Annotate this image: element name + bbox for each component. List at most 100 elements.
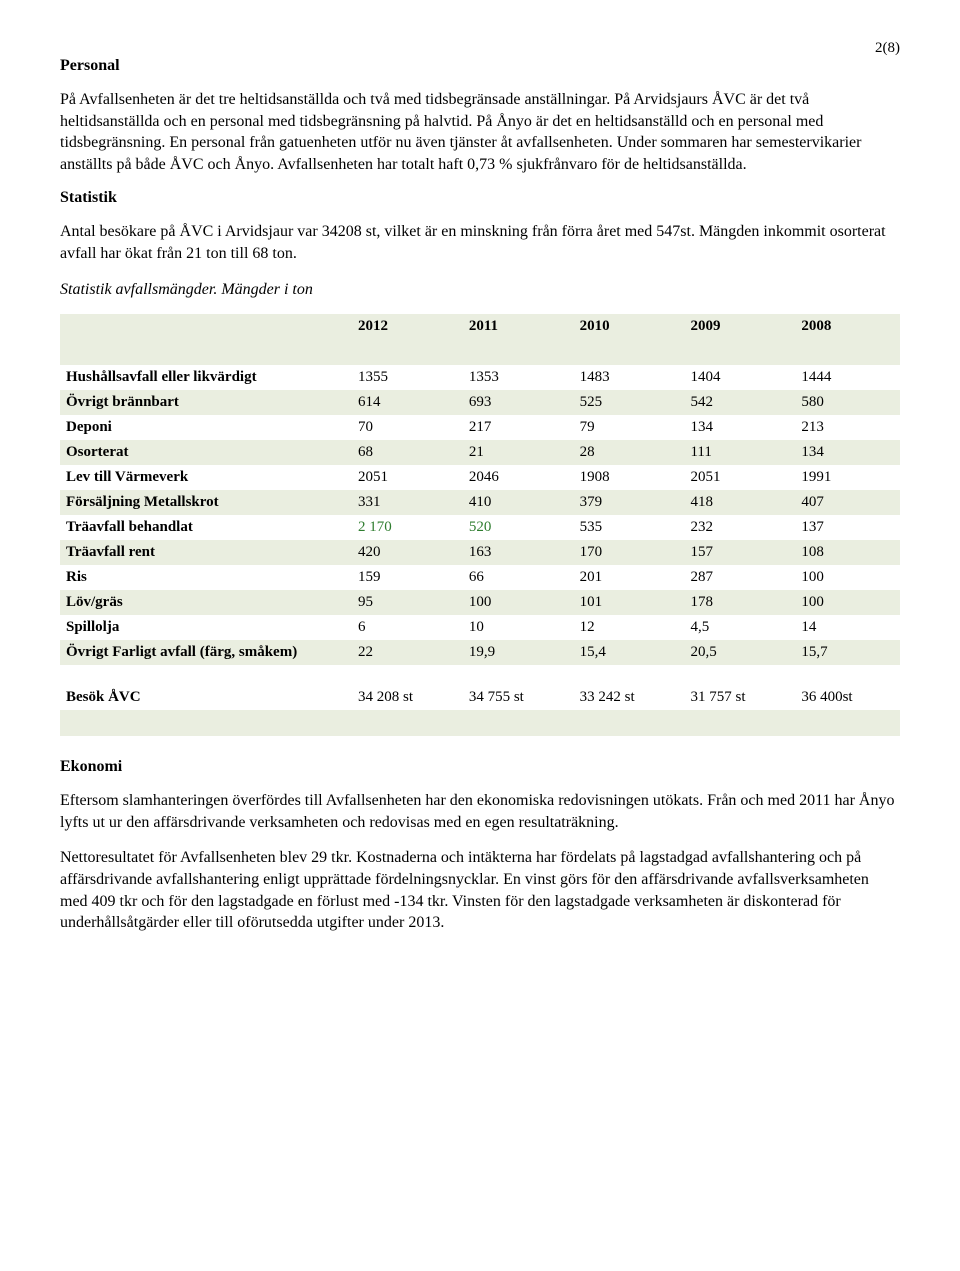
table-header-row: 2012 2011 2010 2009 2008 xyxy=(60,314,900,339)
table-spacer xyxy=(60,710,900,736)
table-cell: 100 xyxy=(795,565,900,590)
table-row: Lev till Värmeverk20512046190820511991 xyxy=(60,465,900,490)
footer-cell: 34 755 st xyxy=(463,685,574,710)
table-row: Försäljning Metallskrot331410379418407 xyxy=(60,490,900,515)
table-caption: Statistik avfallsmängder. Mängder i ton xyxy=(60,279,900,301)
table-cell: 137 xyxy=(795,515,900,540)
heading-statistik: Statistik xyxy=(60,189,900,207)
table-row: Osorterat682128111134 xyxy=(60,440,900,465)
table-row: Träavfall behandlat2 170520535232137 xyxy=(60,515,900,540)
table-cell: 20,5 xyxy=(684,640,795,665)
table-cell: 2051 xyxy=(684,465,795,490)
table-cell: 70 xyxy=(352,415,463,440)
table-cell: 79 xyxy=(574,415,685,440)
table-cell: 1404 xyxy=(684,365,795,390)
col-year: 2011 xyxy=(463,314,574,339)
table-row: Träavfall rent420163170157108 xyxy=(60,540,900,565)
table-cell: 1991 xyxy=(795,465,900,490)
row-label: Spillolja xyxy=(60,615,352,640)
table-cell: 232 xyxy=(684,515,795,540)
table-cell: 14 xyxy=(795,615,900,640)
table-cell: 418 xyxy=(684,490,795,515)
table-cell: 420 xyxy=(352,540,463,565)
table-row: Övrigt brännbart614693525542580 xyxy=(60,390,900,415)
table-cell: 580 xyxy=(795,390,900,415)
table-cell: 201 xyxy=(574,565,685,590)
row-label: Övrigt brännbart xyxy=(60,390,352,415)
table-cell: 95 xyxy=(352,590,463,615)
footer-label: Besök ÅVC xyxy=(60,685,352,710)
col-year: 2012 xyxy=(352,314,463,339)
table-row: Spillolja610124,514 xyxy=(60,615,900,640)
paragraph-ekonomi-2: Nettoresultatet för Avfallsenheten blev … xyxy=(60,847,900,933)
row-label: Löv/gräs xyxy=(60,590,352,615)
table-cell: 68 xyxy=(352,440,463,465)
table-cell: 12 xyxy=(574,615,685,640)
table-cell: 2051 xyxy=(352,465,463,490)
table-cell: 6 xyxy=(352,615,463,640)
table-cell: 134 xyxy=(795,440,900,465)
table-cell: 4,5 xyxy=(684,615,795,640)
table-cell: 410 xyxy=(463,490,574,515)
row-label: Försäljning Metallskrot xyxy=(60,490,352,515)
table-cell: 111 xyxy=(684,440,795,465)
table-cell: 22 xyxy=(352,640,463,665)
table-cell: 66 xyxy=(463,565,574,590)
table-footer-row: Besök ÅVC 34 208 st 34 755 st 33 242 st … xyxy=(60,685,900,710)
table-cell: 213 xyxy=(795,415,900,440)
table-cell: 535 xyxy=(574,515,685,540)
footer-cell: 36 400st xyxy=(795,685,900,710)
table-cell: 157 xyxy=(684,540,795,565)
table-cell: 108 xyxy=(795,540,900,565)
table-cell: 2046 xyxy=(463,465,574,490)
table-cell: 379 xyxy=(574,490,685,515)
table-cell: 10 xyxy=(463,615,574,640)
table-cell: 217 xyxy=(463,415,574,440)
table-cell: 693 xyxy=(463,390,574,415)
table-cell: 178 xyxy=(684,590,795,615)
table-cell: 614 xyxy=(352,390,463,415)
paragraph-statistik: Antal besökare på ÅVC i Arvidsjaur var 3… xyxy=(60,221,900,264)
heading-personal: Personal xyxy=(60,57,900,75)
table-cell: 287 xyxy=(684,565,795,590)
table-row: Deponi7021779134213 xyxy=(60,415,900,440)
table-cell: 331 xyxy=(352,490,463,515)
table-cell: 542 xyxy=(684,390,795,415)
table-cell: 15,7 xyxy=(795,640,900,665)
footer-cell: 31 757 st xyxy=(684,685,795,710)
table-cell: 100 xyxy=(463,590,574,615)
row-label: Ris xyxy=(60,565,352,590)
col-year: 2010 xyxy=(574,314,685,339)
table-cell: 407 xyxy=(795,490,900,515)
table-cell: 134 xyxy=(684,415,795,440)
table-cell: 15,4 xyxy=(574,640,685,665)
table-cell: 525 xyxy=(574,390,685,415)
table-cell: 28 xyxy=(574,440,685,465)
paragraph-personal: På Avfallsenheten är det tre heltidsanst… xyxy=(60,89,900,175)
table-cell: 101 xyxy=(574,590,685,615)
heading-ekonomi: Ekonomi xyxy=(60,758,900,776)
table-row: Hushållsavfall eller likvärdigt135513531… xyxy=(60,365,900,390)
table-cell: 170 xyxy=(574,540,685,565)
row-label: Osorterat xyxy=(60,440,352,465)
footer-cell: 34 208 st xyxy=(352,685,463,710)
table-cell: 19,9 xyxy=(463,640,574,665)
table-row: Ris15966201287100 xyxy=(60,565,900,590)
col-year: 2008 xyxy=(795,314,900,339)
table-cell: 21 xyxy=(463,440,574,465)
table-row: Löv/gräs95100101178100 xyxy=(60,590,900,615)
table-spacer-row xyxy=(60,665,900,685)
table-cell: 100 xyxy=(795,590,900,615)
table-cell: 1483 xyxy=(574,365,685,390)
table-row: Övrigt Farligt avfall (färg, småkem)2219… xyxy=(60,640,900,665)
table-cell: 1355 xyxy=(352,365,463,390)
row-label: Deponi xyxy=(60,415,352,440)
table-cell: 163 xyxy=(463,540,574,565)
row-label: Lev till Värmeverk xyxy=(60,465,352,490)
page-number: 2(8) xyxy=(60,40,900,57)
table-cell: 520 xyxy=(463,515,574,540)
table-cell: 159 xyxy=(352,565,463,590)
row-label: Hushållsavfall eller likvärdigt xyxy=(60,365,352,390)
col-year: 2009 xyxy=(684,314,795,339)
footer-cell: 33 242 st xyxy=(574,685,685,710)
